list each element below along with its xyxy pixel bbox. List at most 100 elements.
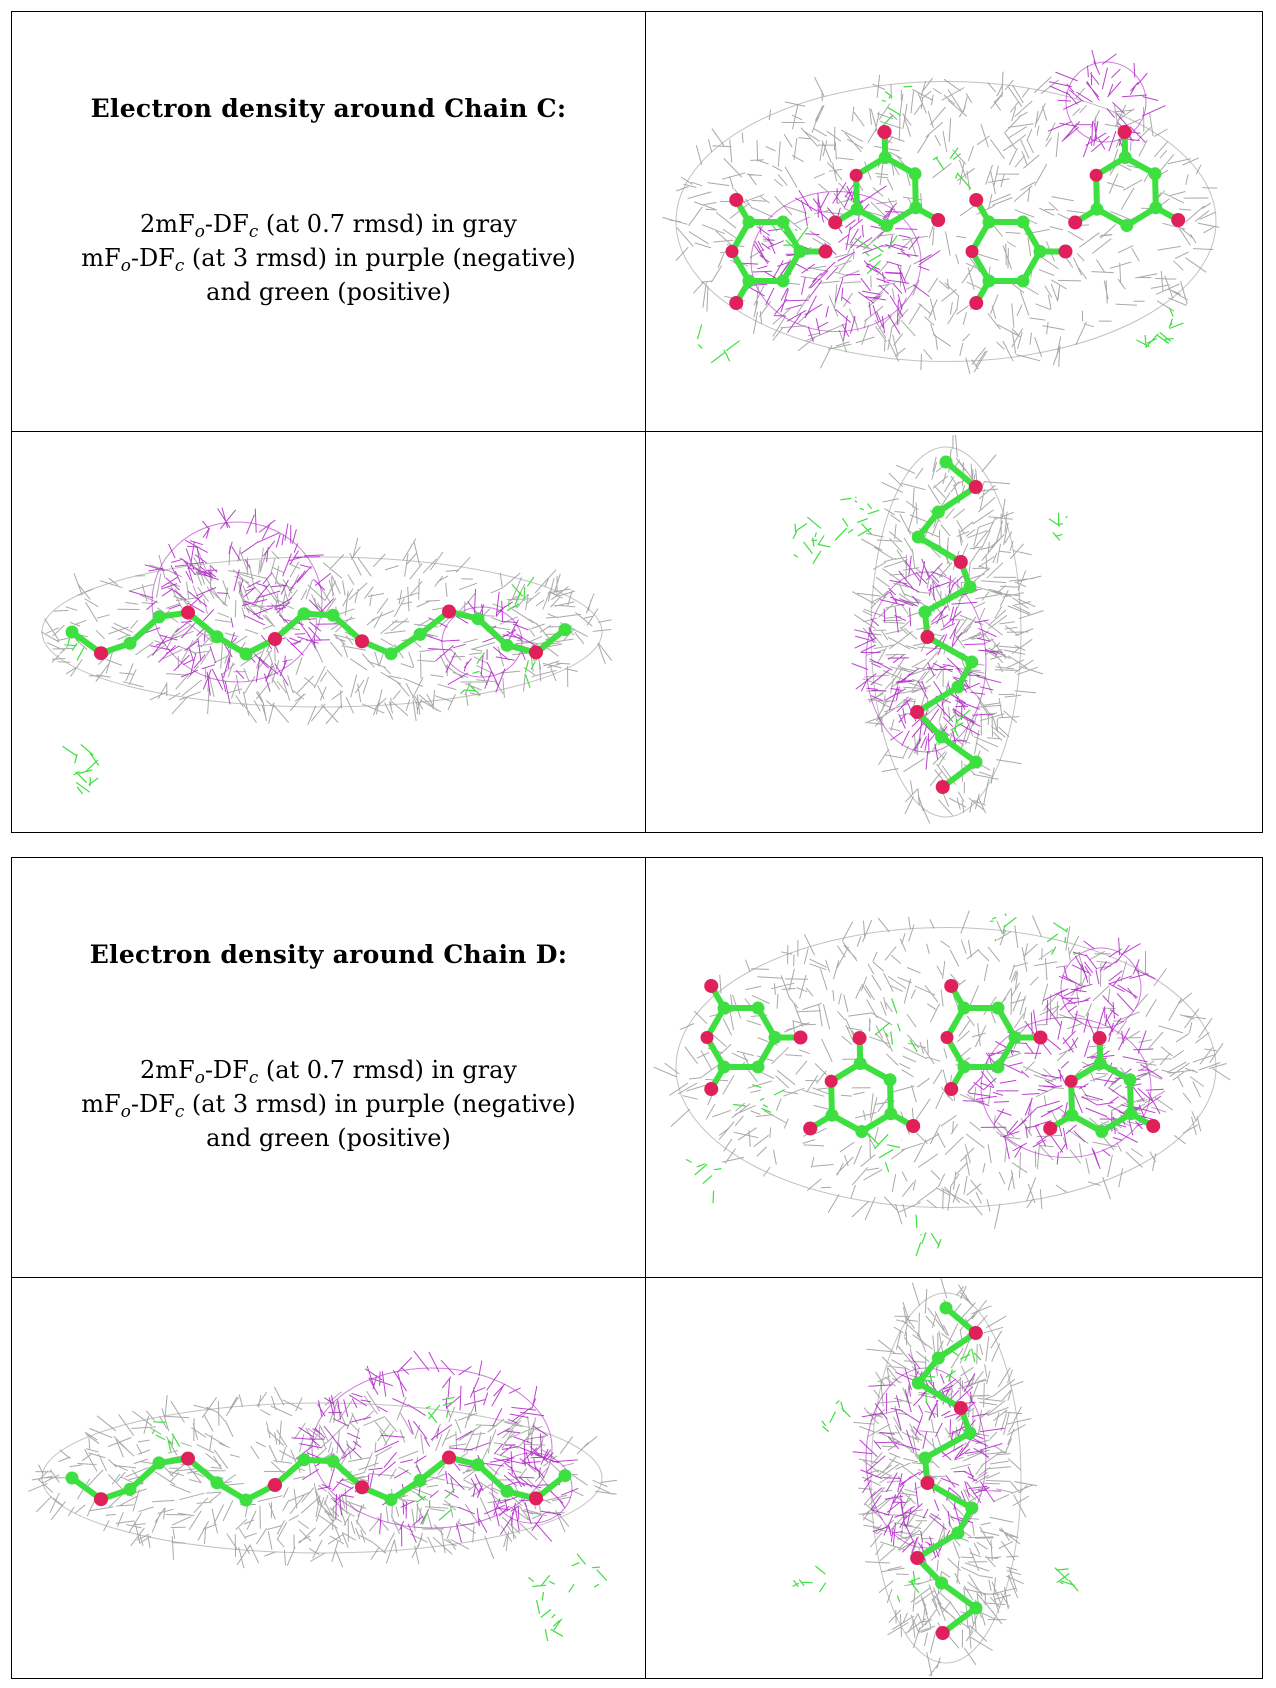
oxygen-atom bbox=[920, 1476, 935, 1490]
carbon-atom bbox=[500, 1484, 514, 1498]
carbon-atom bbox=[123, 636, 137, 650]
density-mesh-positive bbox=[697, 324, 740, 364]
density-mesh-negative bbox=[962, 999, 1164, 1170]
glucose-ring bbox=[828, 125, 946, 232]
density-image-chain-c-view3 bbox=[792, 434, 1068, 824]
density-mesh-positive bbox=[1054, 1567, 1079, 1592]
carbon-atom bbox=[123, 1482, 137, 1496]
oxygen-atom bbox=[969, 296, 984, 311]
oxygen-atom bbox=[920, 630, 935, 644]
carbon-atom bbox=[793, 245, 807, 258]
carbon-atom bbox=[768, 1031, 782, 1044]
density-mesh-positive bbox=[854, 234, 898, 275]
density-mesh-positive bbox=[896, 1570, 921, 1603]
carbon-atom bbox=[326, 1454, 340, 1468]
glucose-ring bbox=[803, 1031, 921, 1138]
oxygen-atom bbox=[442, 604, 456, 619]
density-mesh-positive bbox=[768, 219, 809, 252]
density-mesh-positive bbox=[62, 744, 99, 784]
carbon-atom bbox=[742, 274, 756, 288]
oxygen-atom bbox=[700, 1031, 714, 1044]
oxygen-atom bbox=[910, 705, 925, 719]
density-image-chain-c-view1 bbox=[662, 49, 1220, 375]
carbon-atom bbox=[880, 218, 894, 232]
oxygen-atom bbox=[944, 978, 959, 993]
oxygen-atom bbox=[877, 125, 892, 140]
oxygen-atom bbox=[965, 245, 979, 258]
carbon-atom bbox=[1120, 218, 1134, 232]
glucose-ring bbox=[1068, 125, 1186, 232]
glucose-ring bbox=[940, 978, 1048, 1097]
density-mesh-positive bbox=[568, 1553, 608, 1593]
carbon-atom bbox=[939, 455, 953, 469]
carbon-atom bbox=[931, 1351, 945, 1365]
carbon-atom bbox=[850, 202, 864, 216]
glucose-ring bbox=[965, 192, 1073, 311]
density-mesh-positive bbox=[1136, 318, 1184, 348]
carbon-atom bbox=[951, 1526, 965, 1540]
carbon-atom bbox=[239, 647, 253, 661]
chain-c-caption-cell: Electron density around Chain C: 2mFo-DF… bbox=[12, 12, 645, 431]
density-mesh-positive bbox=[151, 1421, 181, 1452]
carbon-atom bbox=[1016, 215, 1030, 229]
carbon-atom bbox=[1149, 201, 1163, 215]
density-mesh-2fofc bbox=[28, 1386, 618, 1569]
carbon-atom bbox=[413, 627, 427, 641]
oxygen-atom bbox=[529, 645, 543, 660]
density-mesh-positive bbox=[416, 1488, 456, 1525]
carbon-atom bbox=[884, 1107, 898, 1121]
chain-d-title: Electron density around Chain D: bbox=[89, 940, 568, 969]
density-mesh-negative bbox=[1047, 49, 1166, 158]
oxygen-atom bbox=[704, 1082, 719, 1097]
carbon-atom bbox=[963, 1426, 977, 1440]
density-mesh-positive bbox=[948, 1348, 982, 1382]
carbon-atom bbox=[911, 1376, 925, 1390]
carbon-atom bbox=[558, 623, 572, 637]
density-mesh-2fofc bbox=[40, 537, 613, 726]
oxygen-atom bbox=[355, 1480, 369, 1495]
chain-d-table: Electron density around Chain D: 2mFo-DF… bbox=[11, 857, 1263, 1679]
carbon-atom bbox=[500, 638, 514, 652]
oxygen-atom bbox=[935, 1626, 950, 1640]
oxygen-atom bbox=[181, 1451, 195, 1466]
carbon-atom bbox=[152, 610, 166, 624]
carbon-atom bbox=[939, 1301, 953, 1315]
density-mesh-negative bbox=[128, 507, 343, 705]
glucose-ring bbox=[700, 978, 808, 1097]
carbon-atom bbox=[776, 274, 790, 288]
carbon-atom bbox=[210, 630, 224, 644]
table-divider-horizontal bbox=[12, 431, 1262, 432]
carbon-atom bbox=[1033, 245, 1047, 258]
carbon-atom bbox=[957, 1060, 971, 1074]
carbon-atom bbox=[918, 1451, 932, 1465]
chain-c-view-side bbox=[12, 432, 645, 832]
oxygen-atom bbox=[828, 215, 843, 230]
carbon-atom bbox=[825, 1108, 839, 1122]
density-mesh-positive bbox=[937, 709, 971, 746]
carbon-atom bbox=[1124, 1107, 1138, 1121]
oxygen-atom bbox=[1117, 125, 1132, 140]
carbon-atom bbox=[471, 612, 485, 626]
chain-d-view-end bbox=[646, 1278, 1262, 1678]
density-mesh-positive bbox=[989, 913, 1017, 942]
oxygen-atom bbox=[824, 1074, 838, 1088]
density-image-chain-d-view1 bbox=[653, 910, 1231, 1257]
carbon-atom bbox=[65, 625, 79, 639]
density-mesh-2fofc bbox=[851, 434, 1044, 824]
carbon-atom bbox=[969, 755, 983, 769]
carbon-atom bbox=[384, 647, 398, 661]
density-mesh-positive bbox=[932, 147, 972, 190]
oxygen-atom bbox=[968, 1326, 983, 1340]
chain-c-table: Electron density around Chain C: 2mFo-DF… bbox=[11, 11, 1263, 833]
oxygen-atom bbox=[1171, 213, 1186, 228]
oxygen-atom bbox=[729, 296, 744, 311]
oxygen-atom bbox=[968, 480, 983, 494]
density-mesh-positive bbox=[733, 1084, 786, 1113]
carbon-atom bbox=[931, 505, 945, 519]
chain-d-description: 2mFo-DFc (at 0.7 rmsd) in gray mFo-DFc (… bbox=[12, 1053, 645, 1155]
density-mesh-negative bbox=[420, 588, 543, 693]
oxygen-atom bbox=[704, 978, 719, 993]
oxygen-atom bbox=[935, 780, 950, 794]
carbon-atom bbox=[935, 730, 949, 744]
oxygen-atom bbox=[268, 1478, 282, 1493]
